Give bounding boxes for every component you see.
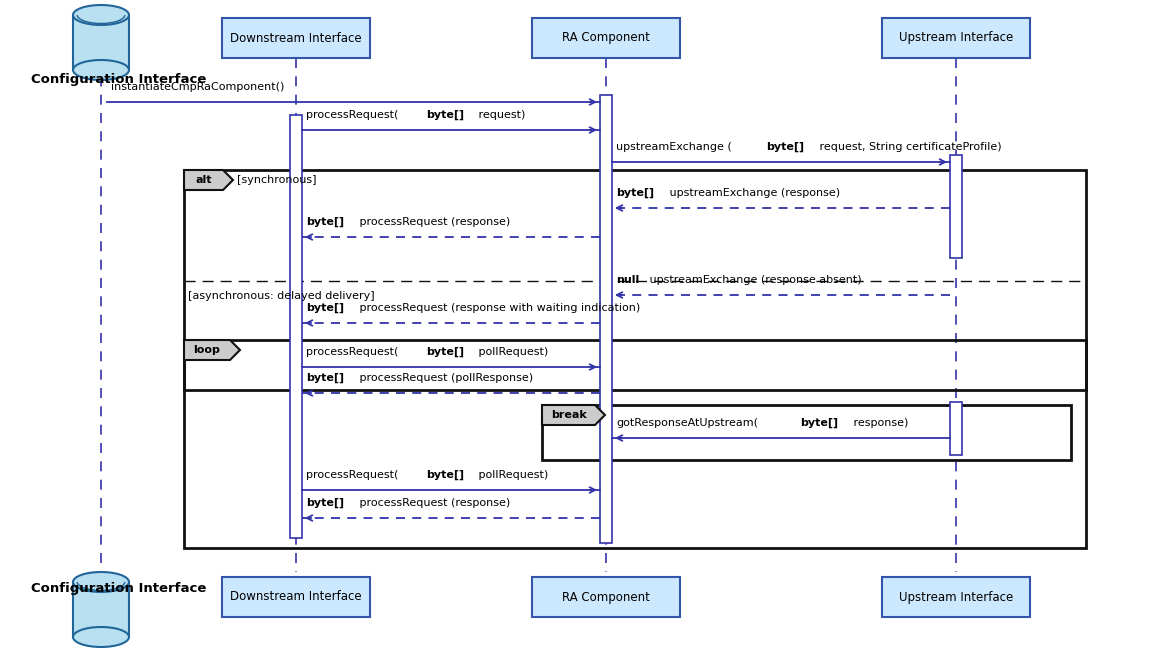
Bar (290, 115, 302, 538)
Text: processRequest (pollResponse): processRequest (pollResponse) (356, 373, 532, 383)
Polygon shape (184, 170, 233, 190)
Polygon shape (184, 340, 240, 360)
Text: processRequest(: processRequest( (306, 470, 399, 480)
Text: pollRequest): pollRequest) (476, 347, 548, 357)
Text: processRequest(: processRequest( (306, 110, 399, 120)
Text: Upstream Interface: Upstream Interface (899, 590, 1013, 603)
Text: RA Component: RA Component (562, 590, 650, 603)
Text: request): request) (476, 110, 525, 120)
Text: byte[]: byte[] (306, 373, 344, 383)
Text: Configuration Interface: Configuration Interface (31, 582, 206, 595)
Text: null: null (616, 275, 639, 285)
Ellipse shape (73, 572, 129, 592)
Text: byte[]: byte[] (426, 470, 464, 480)
Bar (184, 340, 1086, 548)
Text: byte[]: byte[] (306, 216, 344, 227)
Text: byte[]: byte[] (801, 418, 839, 428)
Bar (950, 155, 962, 258)
Text: alt: alt (195, 175, 212, 185)
Text: processRequest (response with waiting indication): processRequest (response with waiting in… (356, 303, 639, 313)
Text: response): response) (850, 418, 908, 428)
Ellipse shape (73, 5, 129, 25)
Bar (950, 402, 962, 455)
Ellipse shape (73, 60, 129, 80)
Text: byte[]: byte[] (306, 498, 344, 508)
Text: [asynchronous: delayed delivery]: [asynchronous: delayed delivery] (188, 291, 374, 301)
Polygon shape (73, 15, 129, 70)
Bar (222, 18, 370, 58)
Text: loop: loop (194, 345, 220, 355)
Bar (222, 577, 370, 617)
Text: upstreamExchange (: upstreamExchange ( (616, 142, 732, 152)
Text: request, String certificateProfile): request, String certificateProfile) (816, 142, 1001, 152)
Text: byte[]: byte[] (426, 110, 464, 120)
Bar (541, 405, 1071, 460)
Text: [synchronous]: [synchronous] (237, 175, 317, 185)
Text: byte[]: byte[] (426, 347, 464, 357)
Text: Upstream Interface: Upstream Interface (899, 32, 1013, 45)
Bar (600, 95, 612, 543)
Text: Downstream Interface: Downstream Interface (230, 32, 362, 45)
Polygon shape (73, 582, 129, 637)
Ellipse shape (73, 627, 129, 647)
Text: pollRequest): pollRequest) (476, 470, 548, 480)
Text: upstreamExchange (response absent): upstreamExchange (response absent) (646, 275, 862, 285)
Text: processRequest (response): processRequest (response) (356, 217, 510, 227)
Text: Downstream Interface: Downstream Interface (230, 590, 362, 603)
Text: byte[]: byte[] (306, 303, 344, 313)
Text: break: break (551, 410, 586, 420)
Polygon shape (541, 405, 605, 425)
Text: Configuration Interface: Configuration Interface (31, 73, 206, 86)
Text: instantiateCmpRaComponent(): instantiateCmpRaComponent() (111, 82, 285, 92)
Text: upstreamExchange (response): upstreamExchange (response) (666, 188, 840, 198)
Text: processRequest (response): processRequest (response) (356, 498, 510, 508)
Bar (184, 170, 1086, 390)
Text: processRequest(: processRequest( (306, 347, 399, 357)
Text: byte[]: byte[] (766, 142, 804, 152)
Bar (532, 18, 680, 58)
Bar (882, 18, 1030, 58)
Bar (882, 577, 1030, 617)
Text: byte[]: byte[] (616, 188, 654, 198)
Text: gotResponseAtUpstream(: gotResponseAtUpstream( (616, 418, 758, 428)
Text: RA Component: RA Component (562, 32, 650, 45)
Bar (532, 577, 680, 617)
